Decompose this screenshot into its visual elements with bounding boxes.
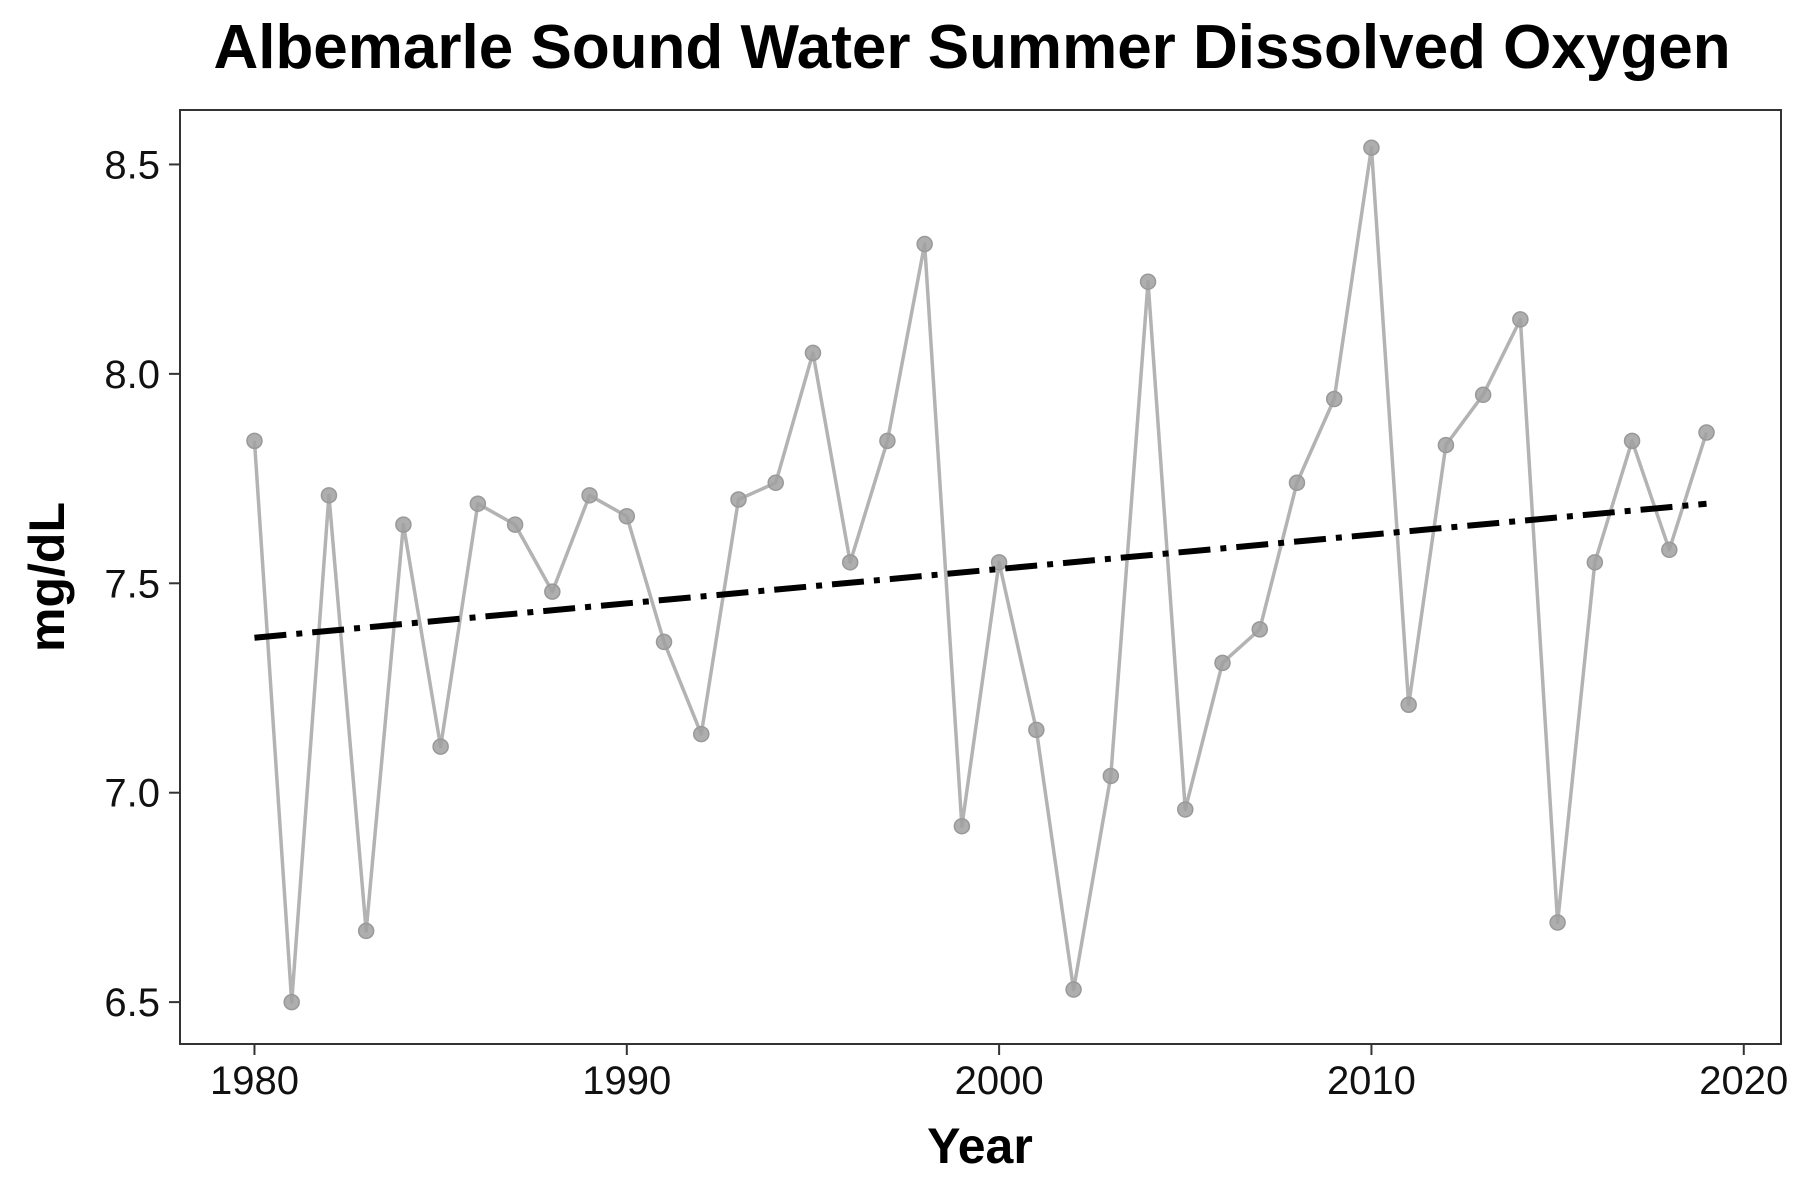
data-point <box>469 495 487 512</box>
dissolved-oxygen-series-line <box>252 145 1709 1004</box>
data-point <box>767 474 784 492</box>
data-point <box>655 633 673 651</box>
y-axis-label: mg/dL <box>19 502 75 652</box>
data-point <box>1437 436 1455 454</box>
data-point <box>1139 273 1157 290</box>
data-point <box>693 725 710 743</box>
data-point <box>1661 541 1678 559</box>
data-point <box>432 738 449 755</box>
data-point <box>990 554 1008 571</box>
trend-line <box>254 500 1707 641</box>
data-point <box>506 516 524 533</box>
y-tick-label: 7.5 <box>104 562 160 606</box>
data-point <box>1102 767 1120 785</box>
data-point <box>953 817 971 835</box>
plot-panel-border <box>179 109 1782 1045</box>
y-tick-label: 6.5 <box>104 981 160 1025</box>
series-layer <box>246 139 1715 1011</box>
data-point <box>1698 424 1715 441</box>
data-point <box>246 432 263 450</box>
data-point <box>1512 311 1529 328</box>
x-axis-label: Year <box>927 1118 1033 1174</box>
data-point <box>1586 554 1604 571</box>
data-point <box>1065 981 1082 998</box>
data-point <box>544 583 561 600</box>
data-point <box>1214 654 1231 672</box>
y-tick-label: 8.5 <box>104 143 160 187</box>
data-point <box>841 554 859 571</box>
chart-title: Albemarle Sound Water Summer Dissolved O… <box>213 13 1730 82</box>
x-axis-ticks: 1980 1990 2000 2010 2020 <box>210 1044 1788 1103</box>
data-point <box>1251 621 1268 638</box>
x-tick-label: 2000 <box>955 1059 1044 1103</box>
data-point <box>1363 139 1380 156</box>
data-point <box>1325 390 1343 408</box>
data-point <box>1028 721 1045 739</box>
data-point <box>1400 696 1417 713</box>
data-point <box>1549 914 1566 931</box>
data-point <box>879 432 896 450</box>
data-point <box>730 491 747 508</box>
data-point <box>916 235 933 253</box>
x-tick-label: 1990 <box>582 1059 671 1103</box>
data-point <box>320 487 338 504</box>
x-tick-label: 2010 <box>1327 1059 1416 1103</box>
data-point <box>581 487 598 504</box>
data-point <box>1474 386 1492 404</box>
y-tick-label: 7.0 <box>104 772 160 816</box>
data-point <box>395 516 412 533</box>
data-point <box>1288 474 1306 492</box>
x-tick-label: 1980 <box>210 1059 299 1103</box>
data-point <box>357 922 375 940</box>
y-axis-ticks: 6.5 7.0 7.5 8.0 8.5 <box>104 143 180 1025</box>
data-point <box>804 344 822 362</box>
x-tick-label: 2020 <box>1699 1059 1788 1103</box>
data-point <box>618 508 636 525</box>
data-point <box>1623 432 1641 450</box>
y-tick-label: 8.0 <box>104 353 160 397</box>
data-point <box>283 993 300 1011</box>
data-point <box>1177 801 1194 818</box>
